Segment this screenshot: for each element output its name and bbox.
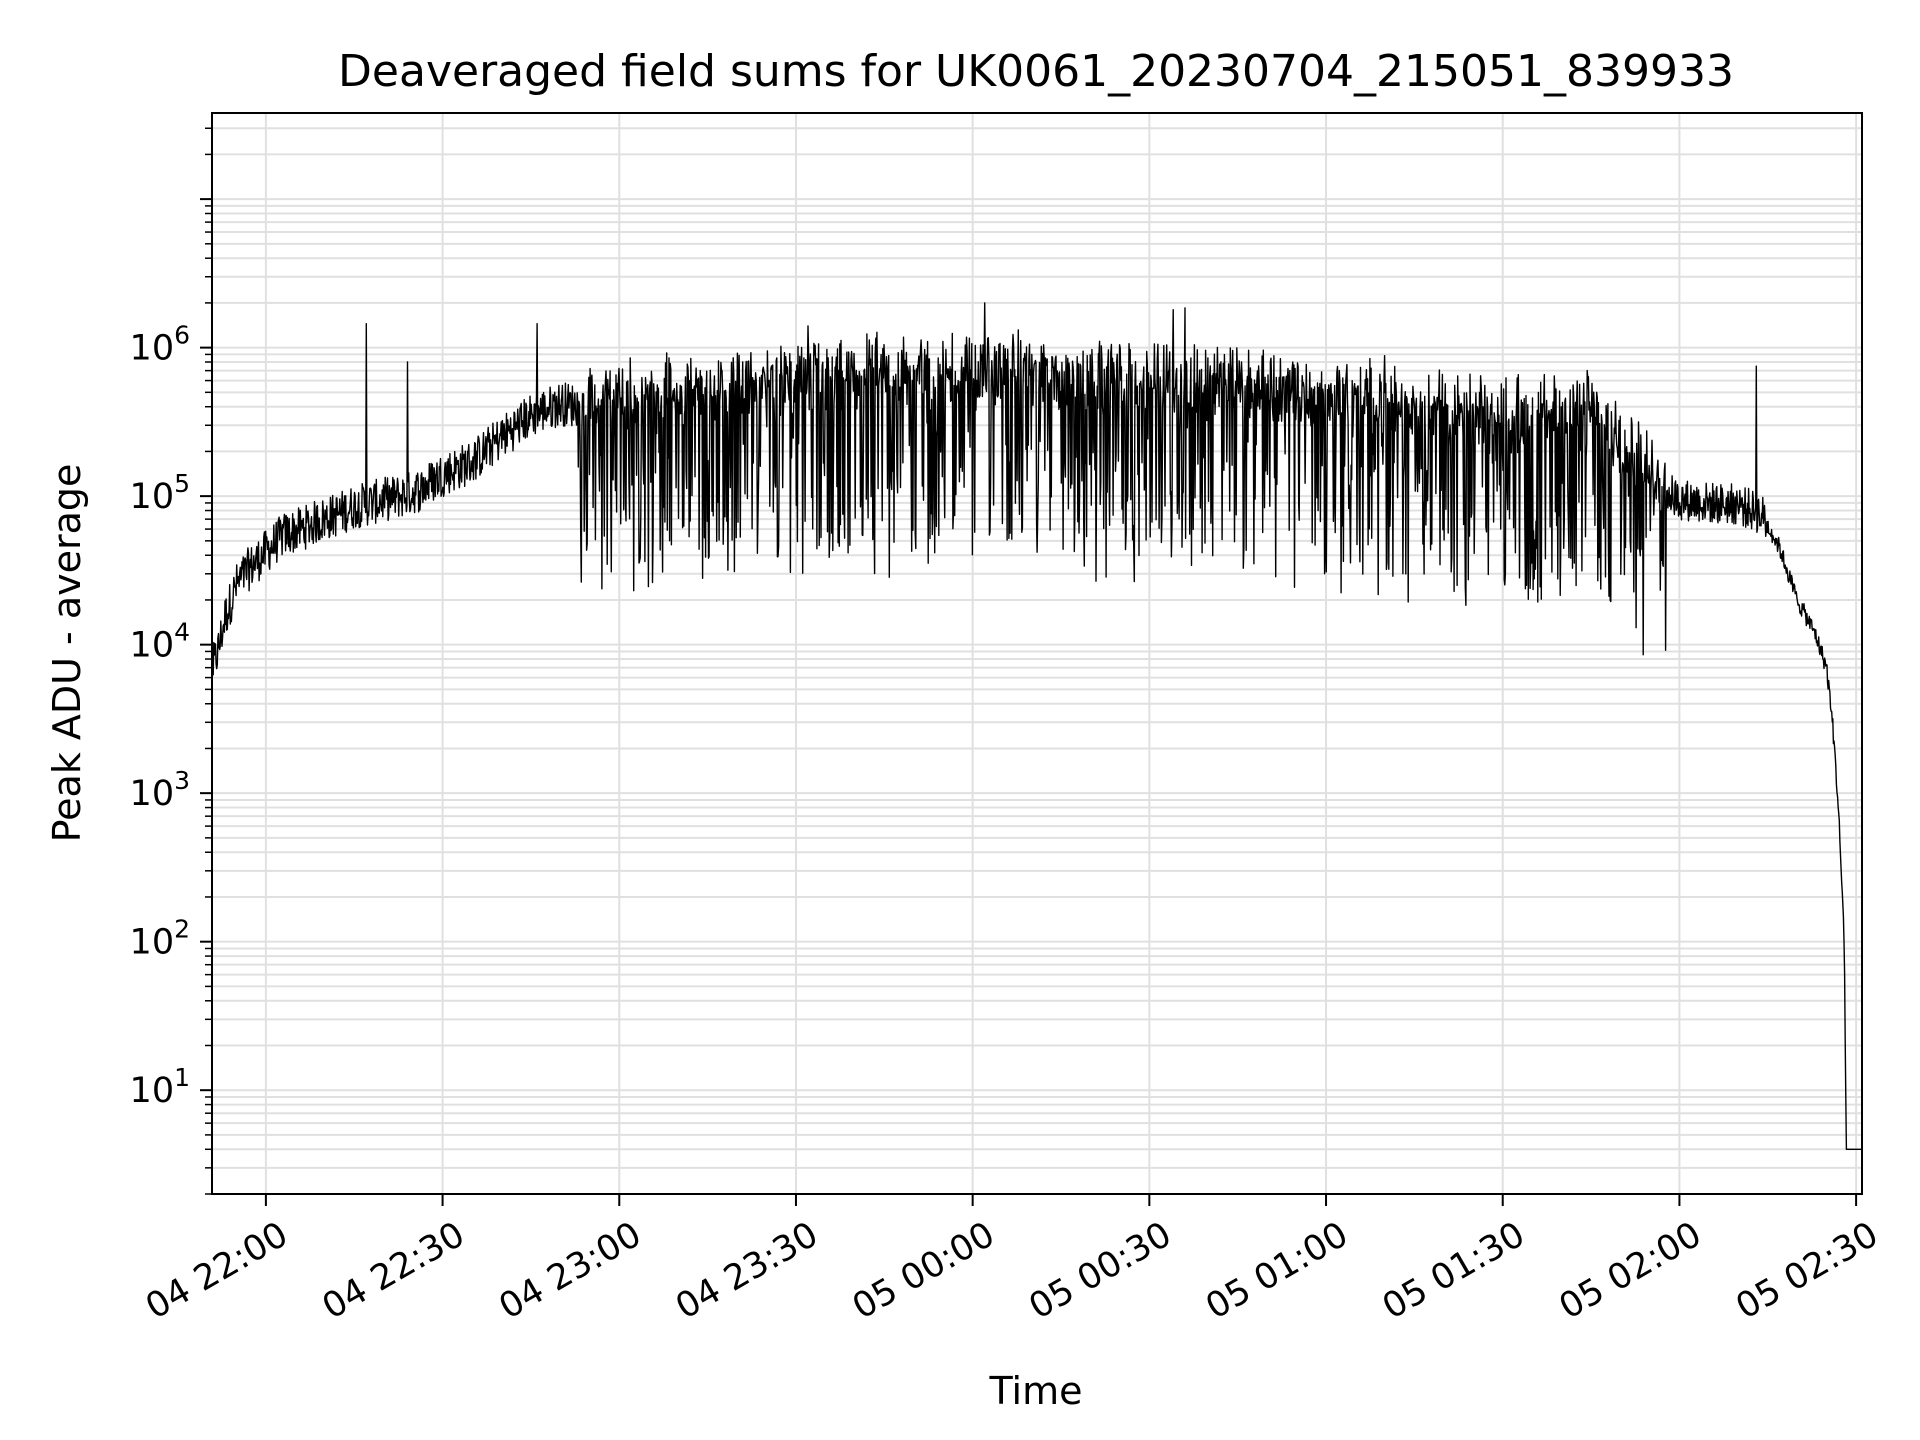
x-tick-label: 04 23:00 xyxy=(493,1215,649,1328)
y-tick-label: 101 xyxy=(130,1063,190,1111)
x-tick-label: 05 02:00 xyxy=(1553,1215,1709,1328)
x-tick-label: 05 02:30 xyxy=(1729,1215,1885,1328)
x-tick-label: 04 22:00 xyxy=(139,1215,295,1328)
series-path xyxy=(212,302,1862,1150)
y-tick-label: 104 xyxy=(130,618,190,666)
x-tick-label: 04 22:30 xyxy=(316,1215,472,1328)
grid-lines xyxy=(212,113,1862,1195)
x-axis-label: Time xyxy=(989,1369,1083,1413)
y-tick-label: 102 xyxy=(130,915,190,963)
y-tick-label: 106 xyxy=(130,321,190,369)
y-axis: 101 102 103 104 105 106 xyxy=(130,127,212,1195)
x-tick-label: 05 00:30 xyxy=(1023,1215,1179,1328)
y-tick-label: 105 xyxy=(130,469,190,517)
x-tick-label: 04 23:30 xyxy=(669,1215,825,1328)
x-tick-label: 05 00:00 xyxy=(846,1215,1002,1328)
y-axis-label: Peak ADU - average xyxy=(45,464,89,843)
x-tick-label: 05 01:00 xyxy=(1199,1215,1355,1328)
x-tick-label: 05 01:30 xyxy=(1376,1215,1532,1328)
x-axis: 04 22:00 04 22:30 04 23:00 04 23:30 05 00:00… xyxy=(139,1194,1885,1328)
y-tick-label: 103 xyxy=(130,766,190,814)
plot-area xyxy=(211,112,1863,1195)
series-line xyxy=(212,302,1862,1150)
chart-title: Deaveraged field sums for UK0061_2023070… xyxy=(338,46,1734,97)
